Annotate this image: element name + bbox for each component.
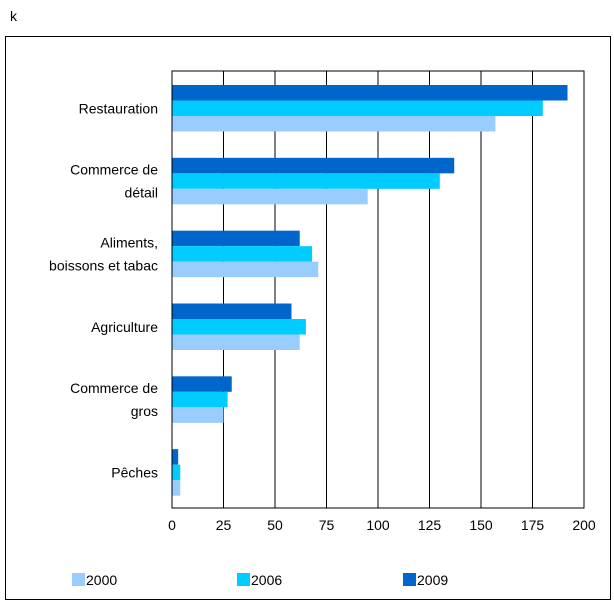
- bar-2009-3: [172, 303, 292, 319]
- bar-2006-0: [172, 100, 543, 116]
- category-label: Restauration: [79, 100, 158, 116]
- bar-2006-5: [172, 464, 181, 481]
- bar-2009-0: [172, 85, 568, 101]
- bar-2000-5: [172, 480, 181, 496]
- category-labels: Restauration Commerce de détail Aliments, bo…: [49, 100, 158, 480]
- plot-border: [171, 70, 585, 509]
- x-tick-label: 0: [168, 517, 176, 533]
- x-tick-label: 75: [319, 517, 335, 533]
- tick-labels: 0 25 50 75 100 125 150 175 200: [168, 517, 596, 533]
- category-label: Commerce de: [70, 162, 158, 178]
- category-label: détail: [125, 185, 158, 201]
- category-label: Pêches: [111, 464, 158, 480]
- bar-2009-4: [172, 376, 232, 392]
- bar-2006-2: [172, 246, 313, 262]
- x-tick-label: 150: [469, 517, 493, 533]
- bar-2006-3: [172, 319, 306, 335]
- legend: 2000 2006 2009: [72, 572, 448, 588]
- x-tick-label: 200: [572, 517, 596, 533]
- bar-2009-1: [172, 157, 455, 174]
- legend-label: 2000: [86, 572, 117, 588]
- legend-item-2009: 2009: [403, 572, 448, 588]
- legend-item-2000: 2000: [72, 572, 117, 588]
- legend-swatch: [403, 573, 416, 586]
- category-label: Aliments,: [100, 234, 158, 250]
- bar-2000-2: [172, 261, 319, 278]
- bar-2009-2: [172, 230, 300, 247]
- gridlines: [171, 71, 585, 508]
- x-tick-label: 175: [521, 517, 545, 533]
- bar-2000-0: [172, 116, 496, 132]
- legend-item-2006: 2006: [237, 572, 282, 588]
- bar-2000-4: [172, 407, 224, 423]
- plot-area: [171, 70, 585, 509]
- bars: [172, 85, 568, 496]
- legend-swatch: [72, 573, 85, 586]
- x-tick-label: 125: [418, 517, 442, 533]
- x-tick-label: 25: [216, 517, 232, 533]
- legend-label: 2009: [417, 572, 448, 588]
- category-label: gros: [131, 403, 158, 419]
- bar-2000-1: [172, 188, 368, 205]
- bar-2000-3: [172, 334, 300, 350]
- bar-2009-5: [172, 449, 179, 465]
- legend-label: 2006: [251, 572, 282, 588]
- corner-label: k: [10, 8, 17, 24]
- bar-2006-4: [172, 391, 228, 408]
- category-label: boissons et tabac: [49, 257, 158, 273]
- x-tick-label: 50: [267, 517, 283, 533]
- category-label: Agriculture: [91, 319, 158, 335]
- x-tick-label: 100: [366, 517, 390, 533]
- bar-2006-1: [172, 173, 440, 189]
- legend-swatch: [237, 573, 250, 586]
- category-label: Commerce de: [70, 380, 158, 396]
